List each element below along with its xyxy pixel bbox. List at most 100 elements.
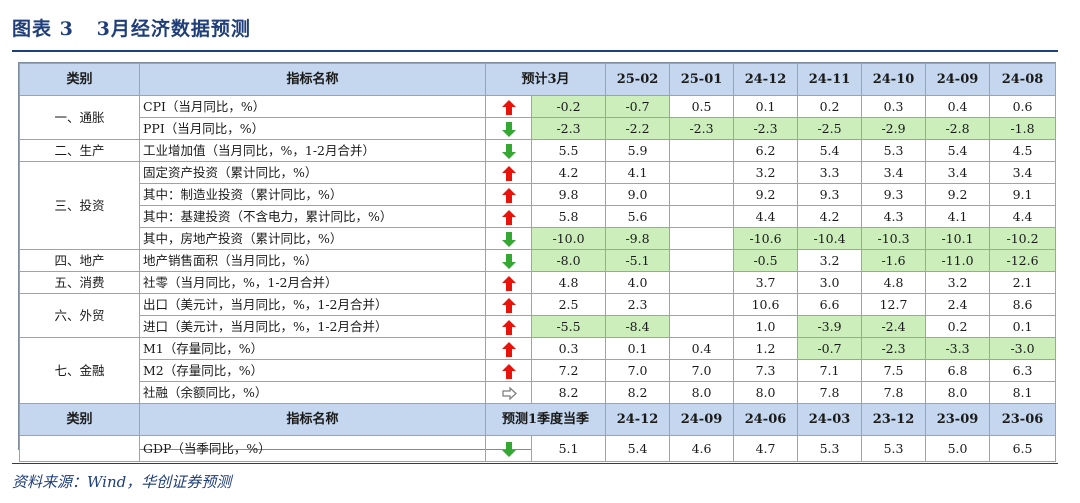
indicator-name: 出口（美元计，当月同比，%，1-2月合并） (139, 293, 486, 316)
value-cell: -0.7 (797, 337, 863, 360)
value-cell: 7.2 (530, 359, 607, 382)
value-cell: -2.3 (733, 117, 799, 140)
value-cell: -9.8 (605, 227, 671, 250)
table-row: 其中：制造业投资（累计同比，%） 9.8 9.0 9.2 9.3 9.3 9.2 9.1 (20, 183, 1057, 206)
value-cell: 6.3 (989, 359, 1057, 382)
table-row: 五、消费 社零（当月同比，%，1-2月合并） 4.8 4.0 3.7 3.0 4.8 3.2 2… (19, 271, 1057, 294)
value-cell: 5.4 (605, 435, 671, 462)
header-period: 24-06 (733, 403, 799, 436)
header-indicator: 指标名称 (139, 403, 486, 436)
indicator-name: CPI（当月同比，%） (139, 95, 486, 118)
source-rule (12, 463, 1058, 464)
header-period: 24-10 (861, 63, 927, 96)
value-cell: 4.8 (530, 271, 607, 294)
header-period: 25-02 (605, 63, 671, 96)
value-cell: 9.2 (925, 183, 991, 206)
value-cell: 7.5 (861, 359, 927, 382)
value-cell: 0.6 (989, 95, 1057, 118)
value-cell (669, 227, 735, 250)
value-cell: 7.8 (861, 381, 927, 404)
table-row: 其中：基建投资（不含电力，累计同比，%） 5.8 5.6 4.4 4.2 4.3 4.1 4.… (20, 205, 1057, 228)
value-cell: -3.3 (925, 337, 991, 360)
value-cell: 4.4 (989, 205, 1057, 228)
arrow-down-icon (485, 435, 532, 462)
category-cell: 二、生产 (19, 139, 140, 162)
value-cell: 0.1 (605, 337, 671, 360)
header-period: 23-12 (861, 403, 927, 436)
value-cell: 4.5 (989, 139, 1057, 162)
data-table-container: 类别 指标名称 预计3月 25-02 25-01 24-12 24-11 24-10 24-09… (18, 62, 1057, 462)
value-cell: -10.0 (530, 227, 607, 250)
value-cell: -10.4 (797, 227, 863, 250)
value-cell: -12.6 (989, 249, 1057, 272)
table-row: 其中，房地产投资（累计同比，%） -10.0 -9.8 -10.6 -10.4 -10.3… (20, 227, 1057, 250)
value-cell: 5.9 (605, 139, 671, 162)
indicator-name: 其中：制造业投资（累计同比，%） (139, 183, 486, 206)
arrow-up-icon (485, 359, 532, 382)
arrow-up-icon (485, 271, 532, 294)
arrow-up-icon (485, 161, 532, 184)
value-cell: -5.5 (530, 315, 607, 338)
header-period: 24-09 (925, 63, 991, 96)
header-period: 25-01 (669, 63, 735, 96)
table-row: 一、通胀 CPI（当月同比，%） -0.2 -0.7 0.5 0.1 0.2 0.3 0.4 0.… (19, 95, 1057, 140)
header-period: 24-11 (797, 63, 863, 96)
arrow-up-icon (485, 337, 532, 360)
value-cell: 4.0 (605, 271, 671, 294)
header-period: 23-09 (925, 403, 991, 436)
value-cell: 3.4 (861, 161, 927, 184)
header-period: 24-09 (669, 403, 735, 436)
value-cell (669, 249, 735, 272)
value-cell: 4.7 (733, 435, 799, 462)
value-cell: -2.5 (797, 117, 863, 140)
value-cell: 4.4 (733, 205, 799, 228)
table-row: PPI（当月同比，%） -2.3 -2.2 -2.3 -2.3 -2.5 -2.9 -2.8-… (20, 117, 1057, 140)
value-cell: 5.5 (530, 139, 607, 162)
value-cell: -3.9 (797, 315, 863, 338)
value-cell: 5.3 (861, 435, 927, 462)
value-cell: -10.2 (989, 227, 1057, 250)
indicator-name: 其中：基建投资（不含电力，累计同比，%） (139, 205, 486, 228)
indicator-name: 社融（余额同比，%） (139, 381, 486, 404)
value-cell: -0.5 (733, 249, 799, 272)
value-cell: 9.8 (530, 183, 607, 206)
value-cell: 3.3 (797, 161, 863, 184)
table-row: 六、外贸 出口（美元计，当月同比，%，1-2月合并） 2.5 2.3 10.6 6.6 12… (19, 293, 1057, 338)
value-cell: 7.3 (733, 359, 799, 382)
value-cell: 4.2 (530, 161, 607, 184)
value-cell: -0.7 (605, 95, 671, 118)
arrow-down-icon (485, 249, 532, 272)
table-row: GDP（当季同比，%） 5.1 5.4 4.6 4.7 5.3 5.3 5.0 6.5 (19, 435, 1057, 462)
value-cell: 5.6 (605, 205, 671, 228)
value-cell: 5.8 (530, 205, 607, 228)
value-cell: 7.0 (605, 359, 671, 382)
arrow-up-icon (485, 95, 532, 118)
category-cell (19, 435, 140, 462)
value-cell: -2.3 (861, 337, 927, 360)
value-cell: 0.1 (989, 315, 1057, 338)
value-cell: 0.3 (530, 337, 607, 360)
category-cell: 一、通胀 (19, 95, 140, 140)
header-forecast: 预计3月 (484, 63, 607, 96)
value-cell: 1.0 (733, 315, 799, 338)
value-cell (669, 205, 735, 228)
value-cell: 5.4 (925, 139, 991, 162)
value-cell (669, 183, 735, 206)
value-cell: 8.6 (989, 293, 1057, 316)
value-cell: 8.2 (530, 381, 607, 404)
value-cell (669, 293, 735, 316)
value-cell: 7.1 (797, 359, 863, 382)
economic-data-table: 类别 指标名称 预计3月 25-02 25-01 24-12 24-11 24-10 24-09… (19, 63, 1057, 462)
value-cell: 3.2 (925, 271, 991, 294)
indicator-name: 社零（当月同比，%，1-2月合并） (139, 271, 486, 294)
category-cell: 六、外贸 (19, 293, 140, 338)
category-cell: 四、地产 (19, 249, 140, 272)
table-row: M2（存量同比，%） 7.2 7.0 7.0 7.3 7.1 7.5 6.8 6.3 (20, 359, 1057, 382)
value-cell: 3.4 (925, 161, 991, 184)
value-cell: 4.3 (861, 205, 927, 228)
value-cell: 4.8 (861, 271, 927, 294)
value-cell: -10.1 (925, 227, 991, 250)
value-cell: 5.3 (861, 139, 927, 162)
value-cell: 0.3 (861, 95, 927, 118)
table-row: 二、生产 工业增加值（当月同比，%，1-2月合并） 5.5 5.9 6.2 5.4 5.3 5… (19, 139, 1057, 162)
